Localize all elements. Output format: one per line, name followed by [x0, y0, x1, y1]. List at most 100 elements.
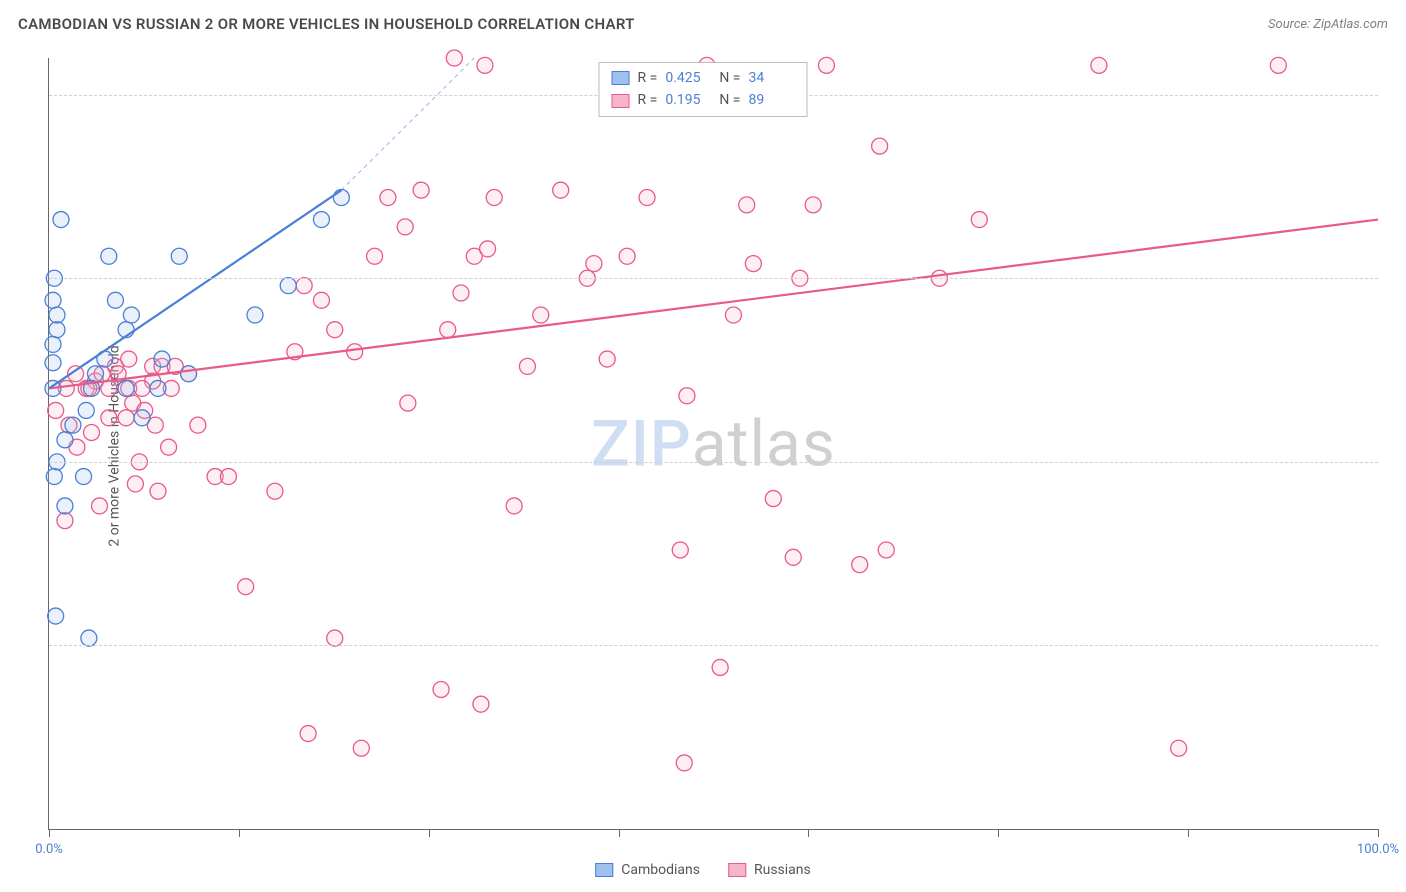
scatter-point: [878, 542, 894, 558]
r-label-1: R =: [638, 89, 658, 111]
plot-area: ZIPatlas 25.0%50.0%75.0%100.0%0.0%100.0%: [48, 58, 1378, 830]
scatter-point: [45, 355, 61, 371]
xtick: [619, 829, 620, 837]
scatter-point: [872, 138, 888, 154]
scatter-point: [745, 256, 761, 272]
scatter-point: [599, 351, 615, 367]
scatter-point: [134, 380, 150, 396]
scatter-point: [672, 542, 688, 558]
scatter-point: [486, 190, 502, 206]
scatter-point: [679, 388, 695, 404]
scatter-point: [101, 380, 117, 396]
scatter-point: [134, 410, 150, 426]
scatter-point: [57, 513, 73, 529]
scatter-point: [1270, 57, 1286, 73]
scatter-point: [639, 190, 655, 206]
scatter-point: [92, 498, 108, 514]
scatter-point: [327, 630, 343, 646]
scatter-point: [171, 248, 187, 264]
scatter-point: [150, 380, 166, 396]
scatter-point: [380, 190, 396, 206]
scatter-point: [440, 322, 456, 338]
scatter-point: [76, 469, 92, 485]
legend-row-series-0: R = 0.425 N = 34: [612, 67, 795, 89]
scatter-point: [238, 579, 254, 595]
n-label-1: N =: [719, 89, 740, 111]
scatter-point: [45, 292, 61, 308]
ytick-label: 25.0%: [1388, 638, 1406, 653]
n-value-0: 34: [748, 67, 794, 89]
n-label-0: N =: [719, 67, 740, 89]
scatter-point: [367, 248, 383, 264]
ytick-label: 50.0%: [1388, 454, 1406, 469]
legend-item-1: Russians: [728, 862, 811, 878]
scatter-point: [586, 256, 602, 272]
scatter-point: [84, 424, 100, 440]
xtick: [1378, 829, 1379, 837]
legend-row-series-1: R = 0.195 N = 89: [612, 89, 795, 111]
scatter-point: [57, 498, 73, 514]
scatter-point: [154, 351, 170, 367]
scatter-point: [397, 219, 413, 235]
gridline-h: [49, 278, 1378, 279]
scatter-point: [852, 557, 868, 573]
n-value-1: 89: [748, 89, 794, 111]
chart-title: CAMBODIAN VS RUSSIAN 2 OR MORE VEHICLES …: [18, 15, 635, 33]
scatter-point: [46, 469, 62, 485]
scatter-point: [127, 476, 143, 492]
scatter-point: [48, 608, 64, 624]
scatter-point: [150, 483, 166, 499]
r-value-0: 0.425: [665, 67, 711, 89]
r-value-1: 0.195: [665, 89, 711, 111]
scatter-point: [78, 402, 94, 418]
scatter-point: [477, 57, 493, 73]
scatter-point: [65, 417, 81, 433]
scatter-point: [353, 740, 369, 756]
xtick-label: 100.0%: [1357, 842, 1399, 857]
scatter-point: [506, 498, 522, 514]
scatter-point: [313, 212, 329, 228]
scatter-point: [805, 197, 821, 213]
scatter-point: [313, 292, 329, 308]
scatter-point: [101, 410, 117, 426]
scatter-point: [785, 549, 801, 565]
scatter-point: [121, 351, 137, 367]
scatter-point: [161, 439, 177, 455]
scatter-point: [553, 182, 569, 198]
xtick: [998, 829, 999, 837]
scatter-point: [57, 432, 73, 448]
scatter-point: [433, 681, 449, 697]
scatter-point: [118, 410, 134, 426]
swatch-series-1: [612, 94, 630, 108]
scatter-point: [101, 248, 117, 264]
legend-label-0: Cambodians: [621, 862, 700, 878]
scatter-point: [400, 395, 416, 411]
scatter-point: [971, 212, 987, 228]
scatter-point: [453, 285, 469, 301]
scatter-svg: [49, 58, 1378, 829]
scatter-point: [413, 182, 429, 198]
scatter-point: [676, 755, 692, 771]
scatter-point: [446, 50, 462, 66]
correlation-legend: R = 0.425 N = 34 R = 0.195 N = 89: [599, 62, 808, 117]
swatch-bottom-0: [595, 863, 613, 877]
scatter-point: [81, 630, 97, 646]
scatter-point: [220, 469, 236, 485]
scatter-point: [45, 336, 61, 352]
trend-line-dashed-extension: [341, 58, 474, 190]
scatter-point: [118, 380, 134, 396]
xtick: [239, 829, 240, 837]
legend-item-0: Cambodians: [595, 862, 700, 878]
ytick-label: 100.0%: [1388, 87, 1406, 102]
trend-line: [49, 220, 1378, 389]
ytick-label: 75.0%: [1388, 271, 1406, 286]
xtick: [429, 829, 430, 837]
scatter-point: [347, 344, 363, 360]
swatch-bottom-1: [728, 863, 746, 877]
scatter-point: [725, 307, 741, 323]
scatter-point: [619, 248, 635, 264]
source-attribution: Source: ZipAtlas.com: [1268, 17, 1388, 32]
scatter-point: [739, 197, 755, 213]
scatter-point: [296, 278, 312, 294]
scatter-point: [1091, 57, 1107, 73]
